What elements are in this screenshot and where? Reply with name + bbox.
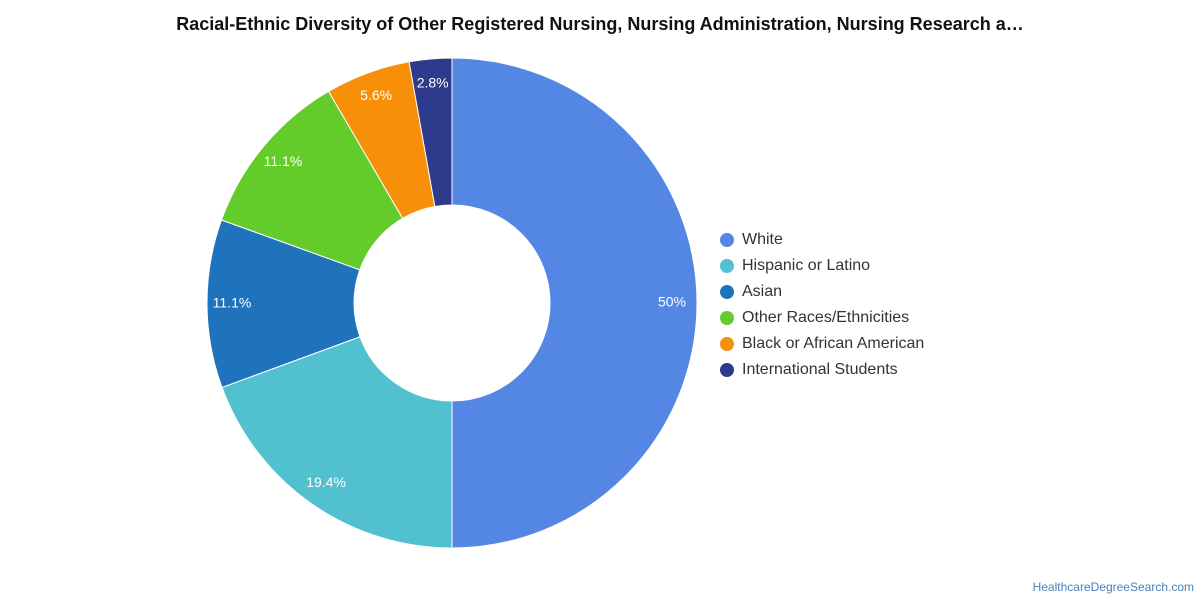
legend-swatch: [720, 259, 734, 273]
legend-label: International Students: [742, 361, 898, 378]
legend-swatch: [720, 233, 734, 247]
slice-value-label: 5.6%: [360, 87, 392, 103]
slice-labels-group: 50% 19.4% 11.1% 11.1% 5.6% 2.8%: [213, 75, 686, 491]
slice-international-students[interactable]: [408, 57, 453, 208]
slice-white[interactable]: [451, 57, 698, 549]
chart-title: Racial-Ethnic Diversity of Other Registe…: [176, 14, 1024, 34]
slices-group: [206, 57, 698, 549]
legend-label: Black or African American: [742, 335, 925, 352]
slice-value-label: 2.8%: [417, 75, 449, 91]
chart-legend: White Hispanic or Latino Asian Other Races/…: [720, 227, 924, 383]
slice-value-label: 50%: [658, 294, 686, 310]
legend-item-hispanic-or-latino[interactable]: Hispanic or Latino: [720, 253, 924, 279]
legend-label: White: [742, 231, 783, 248]
legend-item-international-students[interactable]: International Students: [720, 357, 924, 383]
legend-label: Hispanic or Latino: [742, 257, 871, 274]
slice-asian[interactable]: [206, 219, 361, 389]
legend-label: Asian: [742, 283, 783, 300]
legend-swatch: [720, 337, 734, 351]
legend-item-black-or-african-american[interactable]: Black or African American: [720, 331, 924, 357]
source-link[interactable]: HealthcareDegreeSearch.com: [1032, 580, 1194, 594]
legend-item-asian[interactable]: Asian: [720, 279, 924, 305]
slice-value-label: 11.1%: [213, 294, 252, 310]
slice-value-label: 19.4%: [306, 474, 346, 490]
legend-item-white[interactable]: White: [720, 227, 924, 253]
slice-value-label: 11.1%: [264, 153, 303, 169]
legend-swatch: [720, 363, 734, 377]
legend-swatch: [720, 311, 734, 325]
slice-other-races-ethnicities[interactable]: [220, 90, 404, 271]
slice-hispanic-or-latino[interactable]: [221, 336, 453, 549]
legend-swatch: [720, 285, 734, 299]
legend-label: Other Races/Ethnicities: [742, 309, 910, 326]
legend-item-other-races-ethnicities[interactable]: Other Races/Ethnicities: [720, 305, 924, 331]
